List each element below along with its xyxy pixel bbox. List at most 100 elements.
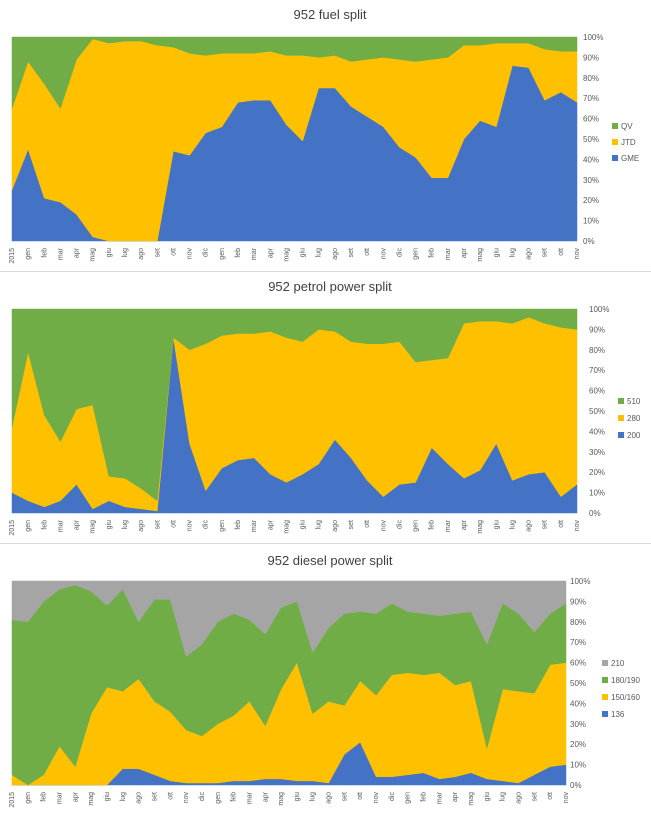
legend-label-jtd: JTD: [621, 138, 636, 147]
x-tick-label: gen: [413, 520, 420, 532]
legend-label-qv: QV: [621, 122, 633, 131]
x-tick-label: feb: [41, 248, 48, 258]
x-tick-label: ago: [138, 520, 145, 532]
x-tick-label: set: [542, 248, 549, 257]
x-tick-label: apr: [72, 791, 79, 802]
x-tick-label: ott: [170, 520, 177, 528]
y-tick-label: 60%: [583, 115, 599, 124]
x-tick-label: giu: [484, 792, 491, 801]
plot-area: [11, 308, 578, 514]
y-tick-label: 20%: [583, 196, 599, 205]
legend-label-150-160: 150/160: [611, 693, 640, 702]
legend-label-180-190: 180/190: [611, 676, 640, 685]
x-tick-label: ott: [558, 248, 565, 256]
x-tick-label: lug: [316, 520, 323, 529]
x-tick-label: 2015: [9, 792, 16, 808]
x-tick-label: gen: [219, 248, 226, 260]
y-axis: 0% 10% 20% 30% 40% 50% 60% 70% 80% 90% 100%: [583, 33, 603, 246]
legend-swatch-210: [602, 660, 608, 666]
x-tick-label: ago: [326, 792, 333, 804]
y-axis: 0% 10% 20% 30% 40% 50% 60% 70% 80% 90% 100%: [570, 577, 590, 790]
y-tick-label: 50%: [583, 135, 599, 144]
legend-swatch-180-190: [602, 677, 608, 683]
x-tick-label: set: [151, 792, 158, 801]
y-tick-label: 40%: [570, 699, 586, 708]
x-tick-label: ott: [357, 792, 364, 800]
x-tick-label: nov: [380, 248, 387, 260]
x-tick-label: dic: [396, 520, 403, 529]
x-tick-label: apr: [267, 519, 274, 530]
y-tick-label: 80%: [570, 618, 586, 627]
x-tick-label: mag: [88, 792, 95, 806]
y-tick-label: 50%: [570, 679, 586, 688]
x-tick-label: nov: [373, 792, 380, 804]
legend-label-gme: GME: [621, 154, 639, 163]
x-tick-label: nov: [574, 248, 581, 260]
x-tick-label: gen: [25, 520, 32, 532]
y-axis: 0% 10% 20% 30% 40% 50% 60% 70% 80% 90% 100%: [589, 305, 609, 518]
legend-swatch-280: [618, 415, 624, 421]
x-tick-label: mag: [477, 248, 484, 262]
legend-swatch-gme: [612, 155, 618, 161]
x-tick-label: feb: [41, 792, 48, 802]
legend-swatch-136: [602, 711, 608, 717]
legend-label-280: 280: [627, 414, 641, 423]
x-tick-label: mar: [246, 791, 253, 804]
y-tick-label: 10%: [589, 489, 605, 498]
y-tick-label: 10%: [583, 217, 599, 226]
x-tick-label: giu: [493, 248, 500, 257]
x-tick-label: set: [348, 520, 355, 529]
fuel-split-chart: 952 fuel split 0% 10% 20% 30% 40% 50% 60% 70% 80%…: [0, 0, 651, 272]
x-tick-label: ott: [364, 248, 371, 256]
chart-title: 952 fuel split: [294, 7, 367, 22]
x-tick-label: ago: [332, 520, 339, 532]
y-tick-label: 30%: [589, 448, 605, 457]
x-tick-label: lug: [509, 520, 516, 529]
x-tick-label: set: [542, 520, 549, 529]
legend: QV JTD GME: [612, 122, 639, 163]
x-tick-label: ott: [547, 792, 554, 800]
x-tick-label: set: [341, 792, 348, 801]
x-tick-label: set: [531, 792, 538, 801]
plot-area: [11, 580, 567, 786]
legend: 210 180/190 150/160 136: [602, 659, 640, 719]
x-tick-label: lug: [316, 248, 323, 257]
x-tick-label: gen: [25, 248, 32, 260]
series-area-510: [11, 308, 578, 502]
x-tick-label: nov: [563, 792, 570, 804]
x-tick-label: giu: [493, 520, 500, 529]
y-tick-label: 80%: [589, 346, 605, 355]
x-tick-label: feb: [429, 520, 436, 530]
legend-swatch-150-160: [602, 694, 608, 700]
y-tick-label: 40%: [589, 427, 605, 436]
x-tick-label: gen: [215, 792, 222, 804]
x-tick-label: mar: [57, 519, 64, 532]
legend-label-510: 510: [627, 397, 641, 406]
x-tick-label: ott: [558, 520, 565, 528]
x-tick-label: apr: [267, 247, 274, 258]
petrol-power-split-svg: 952 petrol power split 0% 10% 20% 30% 40% 50% 6…: [9, 279, 641, 536]
x-tick-label: mar: [57, 247, 64, 260]
y-tick-label: 90%: [570, 597, 586, 606]
x-tick-label: lug: [120, 792, 127, 801]
y-tick-label: 20%: [570, 740, 586, 749]
x-tick-label: mag: [90, 520, 97, 534]
x-tick-label: dic: [396, 248, 403, 257]
chart-title: 952 diesel power split: [267, 553, 392, 568]
x-tick-label: apr: [461, 247, 468, 258]
x-tick-label: apr: [461, 519, 468, 530]
x-tick-label: mag: [283, 520, 290, 534]
legend-label-210: 210: [611, 659, 625, 668]
y-tick-label: 70%: [570, 638, 586, 647]
x-tick-label: giu: [294, 792, 301, 801]
petrol-power-split-chart: 952 petrol power split 0% 10% 20% 30% 40% 50% 6…: [0, 272, 651, 544]
x-tick-label: set: [154, 520, 161, 529]
x-axis: 2015 gen feb mar apr mag giu lug ago set ott nov dic…: [9, 519, 581, 535]
y-tick-label: 50%: [589, 407, 605, 416]
x-tick-label: apr: [452, 791, 459, 802]
x-tick-label: feb: [231, 792, 238, 802]
x-tick-label: mar: [445, 519, 452, 532]
x-tick-label: nov: [380, 520, 387, 532]
x-tick-label: mar: [436, 791, 443, 804]
